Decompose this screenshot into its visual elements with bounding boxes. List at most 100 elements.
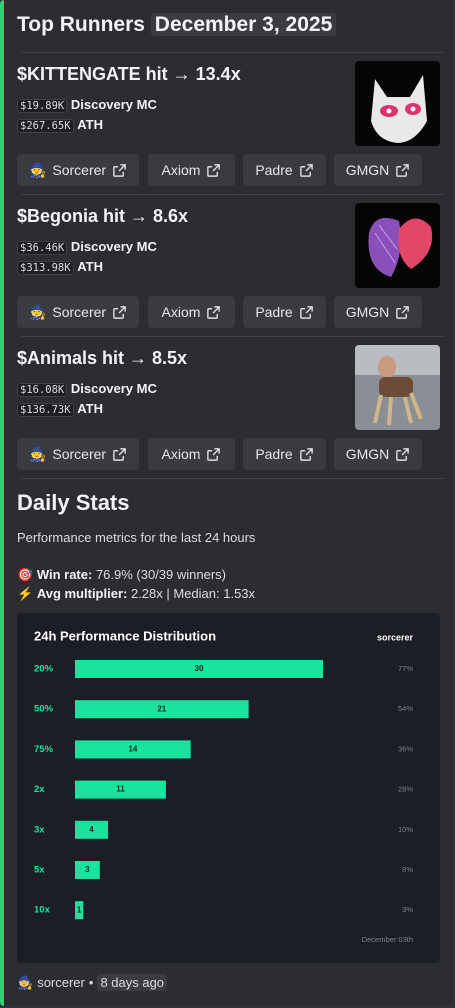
category-label: 20% bbox=[34, 664, 54, 675]
button-label: Sorcerer bbox=[52, 162, 107, 178]
thumbnail bbox=[355, 203, 440, 288]
thumbnail-art bbox=[355, 345, 440, 430]
stats-icon: ⚡ bbox=[17, 586, 34, 601]
link-button[interactable]: Padre bbox=[243, 296, 326, 328]
divider bbox=[21, 478, 444, 479]
stats-text: 76.9% (30/39 winners) bbox=[95, 567, 227, 582]
button-label: GMGN bbox=[345, 162, 390, 178]
header-date: December 3, 2025 bbox=[150, 13, 337, 36]
external-link-icon bbox=[113, 163, 126, 177]
stat-label: ATH bbox=[77, 401, 103, 416]
button-label: Padre bbox=[255, 446, 293, 462]
stat-label: Discovery MC bbox=[70, 239, 157, 254]
divider bbox=[21, 336, 444, 337]
button-label: GMGN bbox=[345, 304, 390, 320]
header: Top Runners December 3, 2025 bbox=[17, 13, 337, 37]
bar bbox=[75, 660, 323, 678]
external-link-icon bbox=[207, 305, 221, 319]
link-button[interactable]: GMGN bbox=[334, 154, 422, 186]
share-label: 36% bbox=[398, 744, 413, 753]
external-link-icon bbox=[299, 163, 313, 177]
runner-title: $Animals hit → 8.5x bbox=[17, 348, 188, 368]
link-button[interactable]: GMGN bbox=[334, 296, 422, 328]
external-link-icon bbox=[207, 447, 221, 461]
stat-row: $19.89K Discovery MC bbox=[17, 97, 157, 113]
external-link-icon bbox=[207, 163, 221, 177]
external-link-icon bbox=[396, 305, 410, 319]
stat-value: $16.08K bbox=[17, 383, 68, 397]
external-link-icon bbox=[396, 447, 410, 461]
footer-icon: 🧙 bbox=[17, 974, 34, 990]
category-label: 50% bbox=[34, 704, 54, 715]
share-label: 3% bbox=[402, 905, 413, 914]
link-button[interactable]: Axiom bbox=[148, 296, 235, 328]
footer: 🧙 sorcerer • 8 days ago bbox=[17, 974, 168, 991]
link-button[interactable]: GMGN bbox=[334, 438, 422, 470]
share-label: 28% bbox=[398, 785, 413, 794]
stat-label: ATH bbox=[77, 259, 103, 274]
stat-label: Discovery MC bbox=[70, 381, 157, 396]
category-label: 75% bbox=[34, 744, 54, 755]
stat-value: $36.46K bbox=[17, 241, 68, 255]
chart-title: 24h Performance Distribution bbox=[34, 628, 216, 643]
stat-value: $19.89K bbox=[17, 99, 68, 113]
stats-text: 2.28x | Median: 1.53x bbox=[130, 586, 256, 601]
header-title: Top Runners bbox=[17, 13, 145, 36]
stats-label: Win rate: bbox=[36, 567, 93, 582]
button-label: Sorcerer bbox=[52, 446, 107, 462]
stat-value: $313.98K bbox=[17, 261, 74, 275]
runner-title: $KITTENGATE hit → 13.4x bbox=[17, 64, 241, 84]
link-button[interactable]: Padre bbox=[243, 154, 326, 186]
external-link-icon bbox=[113, 305, 126, 319]
link-button[interactable]: 🧙 Sorcerer bbox=[17, 438, 139, 470]
button-label: GMGN bbox=[345, 446, 390, 462]
button-label: Padre bbox=[255, 304, 293, 320]
external-link-icon bbox=[113, 447, 126, 461]
divider bbox=[21, 194, 444, 195]
button-label: Axiom bbox=[161, 162, 201, 178]
footer-author: sorcerer bbox=[37, 975, 85, 990]
stat-row: $136.73K ATH bbox=[17, 401, 103, 417]
stat-value: $267.65K bbox=[17, 119, 74, 133]
value-label: 4 bbox=[89, 825, 94, 834]
stats-title: Daily Stats bbox=[17, 490, 130, 515]
button-label: Axiom bbox=[161, 446, 201, 462]
bar bbox=[75, 740, 191, 759]
stats-label: Avg multiplier: bbox=[36, 586, 128, 601]
runner-title: $Begonia hit → 8.6x bbox=[17, 206, 189, 226]
bar bbox=[75, 780, 166, 799]
category-label: 3x bbox=[34, 824, 45, 835]
bar bbox=[75, 820, 109, 839]
category-label: 5x bbox=[34, 865, 45, 876]
value-label: 3 bbox=[85, 865, 90, 874]
thumbnail bbox=[355, 345, 440, 430]
link-button[interactable]: Axiom bbox=[148, 154, 235, 186]
link-button[interactable]: Axiom bbox=[148, 438, 235, 470]
link-button[interactable]: 🧙 Sorcerer bbox=[17, 296, 139, 328]
stat-label: Discovery MC bbox=[70, 97, 157, 112]
external-link-icon bbox=[299, 305, 313, 319]
thumbnail-art bbox=[355, 61, 440, 146]
share-label: 77% bbox=[398, 664, 413, 673]
chart-date: December 03th bbox=[362, 935, 413, 944]
divider bbox=[21, 52, 444, 53]
category-label: 10x bbox=[34, 905, 51, 916]
external-link-icon bbox=[396, 163, 410, 177]
stats-line: ⚡ Avg multiplier: 2.28x | Median: 1.53x bbox=[17, 586, 255, 602]
link-button[interactable]: 🧙 Sorcerer bbox=[17, 154, 139, 186]
share-label: 54% bbox=[398, 704, 413, 713]
external-link-icon bbox=[299, 447, 313, 461]
link-button[interactable]: Padre bbox=[243, 438, 326, 470]
footer-separator: • bbox=[88, 975, 94, 990]
bar bbox=[75, 861, 100, 879]
button-label: Axiom bbox=[161, 304, 201, 320]
button-icon: 🧙 bbox=[28, 445, 47, 462]
chart-brand: sorcerer bbox=[377, 632, 414, 642]
category-label: 2x bbox=[34, 784, 45, 795]
stat-row: $16.08K Discovery MC bbox=[17, 381, 157, 397]
share-label: 10% bbox=[398, 825, 413, 834]
value-label: 21 bbox=[157, 704, 166, 713]
value-label: 14 bbox=[128, 745, 137, 754]
